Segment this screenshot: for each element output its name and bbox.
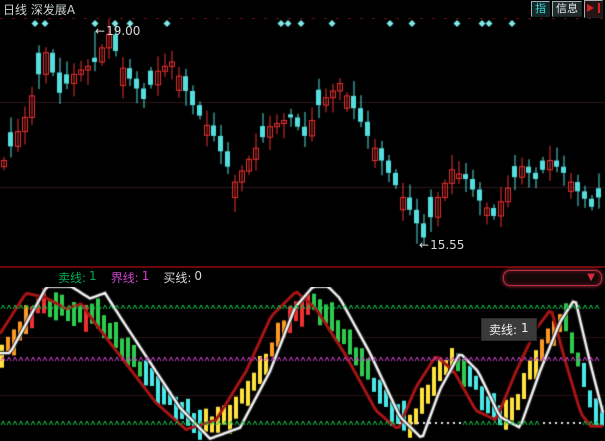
boundary-line-label: 界线: xyxy=(110,271,139,285)
red-bar-icon xyxy=(598,3,600,13)
tooltip-value: 1 xyxy=(521,321,529,335)
sell-line-label: 卖线: xyxy=(58,271,87,285)
buy-line-readout: 买线: 0 xyxy=(163,269,202,286)
sell-line-value: 1 xyxy=(89,269,97,283)
sell-line-tooltip: 卖线: 1 xyxy=(481,318,537,341)
red-triangle-icon xyxy=(587,4,594,12)
oscillator-indicator-chart[interactable] xyxy=(0,287,605,441)
toolbar-buttons: 指 信息 xyxy=(531,0,605,18)
tooltip-label: 卖线: xyxy=(489,323,518,337)
indicator-button[interactable]: 指 xyxy=(531,1,550,17)
buy-line-value: 0 xyxy=(194,269,203,283)
dropdown-arrow-icon: ▼ xyxy=(587,272,595,283)
chart-title: 日线 深发展A xyxy=(3,2,76,17)
indicator-dropdown[interactable]: ▼ xyxy=(503,270,602,286)
candlestick-chart[interactable] xyxy=(0,18,605,266)
exit-arrow-icon[interactable] xyxy=(584,0,603,18)
buy-line-label: 买线: xyxy=(163,271,192,285)
info-button[interactable]: 信息 xyxy=(552,1,582,17)
main-chart-area: ← 19.00 ← 15.55 xyxy=(0,18,605,266)
title-bar: 日线 深发展A 指 信息 xyxy=(0,0,605,18)
boundary-line-readout: 界线: 1 xyxy=(111,269,150,286)
indicator-header: 卖线: 1 界线: 1 买线: 0 ▼ xyxy=(0,266,605,287)
sell-line-readout: 卖线: 1 xyxy=(58,269,97,286)
boundary-line-value: 1 xyxy=(141,269,150,283)
